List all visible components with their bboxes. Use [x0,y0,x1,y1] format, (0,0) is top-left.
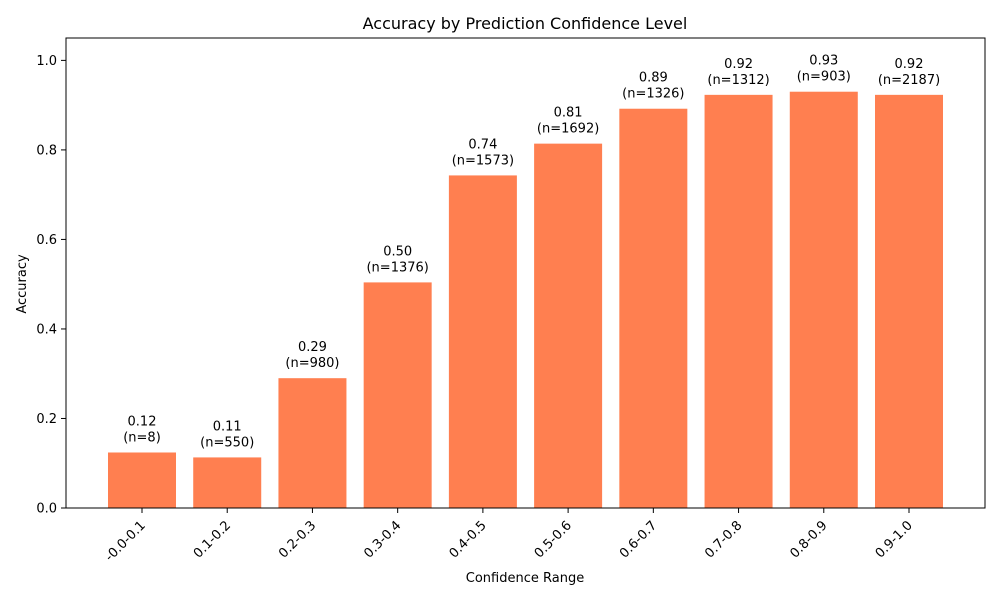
x-axis-label: Confidence Range [466,571,584,586]
y-tick-label: 1.0 [36,54,57,69]
bar-count-label: (n=1692) [537,122,599,137]
bar-count-label: (n=1376) [366,260,428,275]
x-tick-label: 0.7-0.8 [702,518,745,561]
bar-0.1-0.2 [193,457,262,508]
x-tick-label: -0.0-0.1 [102,518,148,564]
y-tick-label: 0.8 [36,143,57,158]
bar-count-label: (n=8) [123,430,161,445]
bar-value-label: 0.12 [128,414,157,429]
x-tick-label: 0.9-1.0 [873,518,916,561]
bar-value-label: 0.11 [213,419,242,434]
bar-count-label: (n=2187) [878,73,940,88]
x-tick-label: 0.5-0.6 [532,518,575,561]
y-tick-label: 0.4 [36,322,57,337]
y-tick-label: 0.0 [36,502,57,517]
bar-0.6-0.7 [619,108,688,508]
bar-value-label: 0.50 [383,244,412,259]
plot-area: 0.12(n=8)-0.0-0.10.11(n=550)0.1-0.20.29(… [36,37,986,565]
x-tick-label: 0.2-0.3 [276,518,319,561]
x-tick-label: 0.4-0.5 [447,518,490,561]
x-tick-label: 0.3-0.4 [361,518,404,561]
bar-0.4-0.5 [448,175,517,508]
bar-value-label: 0.93 [809,54,838,69]
bar-0.7-0.8 [704,94,773,508]
bar-0.8-0.9 [789,91,858,508]
bar-value-label: 0.81 [554,106,583,121]
bar-0.5-0.6 [534,143,603,508]
bar-value-label: 0.89 [639,71,668,86]
y-tick-label: 0.6 [36,233,57,248]
y-axis-label: Accuracy [15,254,30,314]
bar-count-label: (n=550) [200,435,254,450]
plot-frame [65,37,986,509]
bar-count-label: (n=1326) [622,87,684,102]
bar-value-label: 0.92 [724,57,753,72]
bar-0.9-1.0 [875,94,943,508]
bar-0.2-0.3 [278,378,347,508]
x-tick-label: 0.8-0.9 [787,518,830,561]
bar-count-label: (n=903) [797,70,851,85]
bar-value-label: 0.29 [298,340,327,355]
x-tick-label: 0.1-0.2 [191,518,234,561]
bar-0.3-0.4 [363,282,432,508]
bar-value-label: 0.74 [468,137,497,152]
bar-count-label: (n=1312) [707,73,769,88]
bar-count-label: (n=1573) [452,153,514,168]
bar-count-label: (n=980) [285,356,339,371]
bar-value-label: 0.92 [895,57,924,72]
bar--0.0-0.1 [108,452,176,508]
y-tick-label: 0.2 [36,412,57,427]
x-tick-label: 0.6-0.7 [617,518,660,561]
chart-title: Accuracy by Prediction Confidence Level [363,14,688,33]
